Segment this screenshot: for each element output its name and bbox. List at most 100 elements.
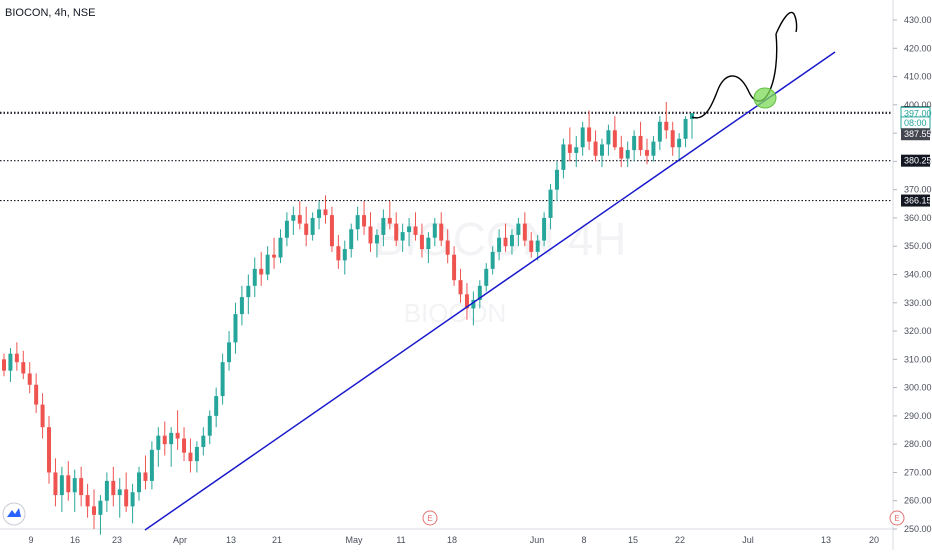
candle-body [561,144,566,170]
candle-body [317,209,322,218]
x-tick-label: 23 [112,535,122,545]
x-tick-label: May [345,535,363,545]
candle-body [342,249,347,261]
y-tick-label: 340.00 [904,270,932,280]
candle-body [381,217,386,235]
candle-body [400,232,405,241]
candle-body [651,141,656,156]
y-tick-label: 370.00 [904,185,932,195]
price-badge [901,154,930,167]
candle-body [542,217,547,241]
candle-body [53,472,58,496]
candle-body [194,446,199,462]
projection-drawing [691,33,778,119]
candle-body [445,240,450,255]
candle-body [79,478,84,496]
candle-body [574,147,579,153]
candle-body [124,489,129,507]
candle-body [535,240,540,252]
candle-body [477,285,482,300]
y-tick-label: 290.00 [904,411,932,421]
candle-body [214,396,219,416]
candle-body [407,226,412,233]
y-tick-label: 400.00 [904,100,932,110]
candle-body [471,299,476,309]
x-tick-label: 18 [447,535,457,545]
candle-body [632,135,637,151]
y-tick-label: 300.00 [904,383,932,393]
candle-body [220,362,225,397]
price-badge [901,194,930,207]
x-tick-label: Jun [530,535,545,545]
candle-body [490,251,495,269]
y-tick-label: 250.00 [904,524,932,534]
candle-body [413,226,418,235]
candle-body [111,480,116,496]
candle-body [59,475,64,496]
candle-body [452,254,457,281]
x-tick-label: 16 [70,535,80,545]
candle-body [169,432,174,445]
earnings-marker [889,510,905,526]
candle-body [188,452,193,462]
candle-body [368,226,373,244]
candle-body [14,353,19,363]
price-badge-label: 387.55 [904,129,932,139]
candle-body [104,480,109,501]
candles-group [2,102,694,535]
x-tick-label: 15 [628,535,638,545]
candle-body [34,384,39,405]
candle-body [239,297,244,315]
candle-body [329,215,334,247]
earnings-marker-label: E [427,514,432,523]
x-tick-label: 11 [396,535,405,545]
x-tick-label: 22 [675,535,685,545]
price-badge-label: 366.15 [904,196,932,206]
candle-body [98,500,103,515]
candle-body [419,234,424,250]
candle-body [284,220,289,238]
y-tick-label: 350.00 [904,241,932,251]
candle-body [130,492,135,507]
y-tick-label: 430.00 [904,15,932,25]
x-tick-label: 20 [869,535,879,545]
candle-body [683,118,688,139]
candle-body [21,362,26,374]
candle-body [265,254,270,275]
candle-body [619,147,624,159]
candle-body [426,237,431,250]
candle-body [278,237,283,258]
y-tick-label: 310.00 [904,354,932,364]
x-tick-label: Apr [173,535,187,545]
candle-body [374,234,379,244]
candle-body [567,144,572,153]
candle-body [509,234,514,247]
candle-body [394,223,399,241]
y-tick-label: 320.00 [904,326,932,336]
candle-body [529,240,534,252]
candle-body [233,314,238,343]
y-tick-label: 410.00 [904,72,932,82]
candle-body [548,189,553,218]
candle-body [85,495,90,507]
candle-body [464,294,469,309]
trendline [144,51,836,531]
candle-body [593,141,598,156]
y-tick-label: 270.00 [904,467,932,477]
candle-body [162,435,167,445]
y-tick-label: 360.00 [904,213,932,223]
y-tick-label: 260.00 [904,496,932,506]
candle-body [690,113,694,119]
candle-body [182,438,187,453]
price-badge [901,128,930,141]
candle-body [2,359,6,371]
candle-body [297,215,302,224]
candle-body [458,280,463,295]
breakout-highlight [753,87,777,109]
candle-body [554,169,559,190]
price-badge-label: 380.25 [904,156,932,166]
candle-body [72,478,77,493]
candle-body [143,472,148,481]
